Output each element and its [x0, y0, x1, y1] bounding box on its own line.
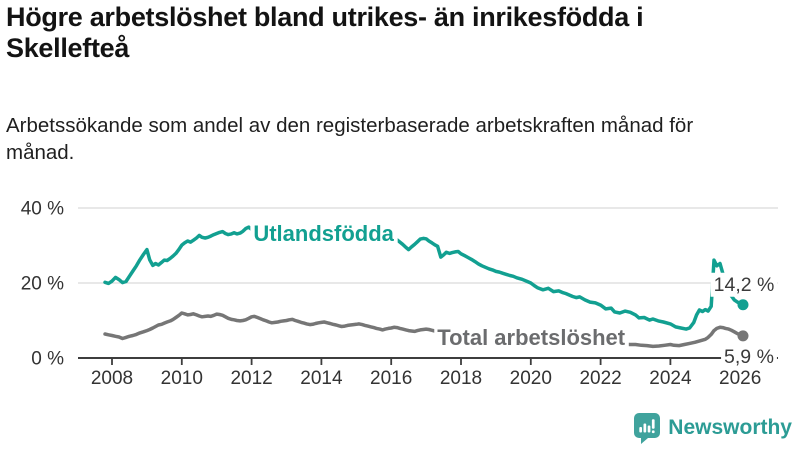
exclamation-bar: [652, 419, 655, 429]
label-halo: [250, 220, 398, 247]
label-halo: [710, 272, 778, 297]
y-tick-label: 0 %: [31, 349, 64, 370]
bar-2: [643, 423, 647, 433]
x-tick-label: 2016: [370, 368, 412, 389]
bar-3: [647, 425, 651, 433]
label-halo: [721, 344, 777, 369]
bar-1: [639, 427, 643, 433]
chart-subtitle: Arbetssökande som andel av den registerb…: [6, 114, 694, 165]
chart-title: Högre arbetslöshet bland utrikes- än inr…: [6, 2, 644, 64]
series-line-utlandsfodda: [103, 222, 745, 331]
series-label-total-arbetsloshet: Total arbetslöshet: [437, 325, 626, 350]
x-tick-label: 2024: [649, 368, 692, 389]
y-tick-label: 20 %: [21, 274, 64, 295]
label-halo: [434, 323, 629, 351]
exclamation-dot: [652, 430, 655, 434]
value-label-total-arbetsloshet: 5,9 %: [724, 346, 774, 368]
series-end-dot-utlandsfodda: [737, 299, 749, 311]
newsworthy-icon: [634, 413, 661, 444]
x-tick-label: 2022: [579, 368, 621, 389]
speech-bubble-shape: [634, 413, 661, 444]
newsworthy-logo: Newsworthy: [633, 412, 792, 444]
x-tick-label: 2026: [719, 368, 761, 389]
series-label-utlandsfodda: Utlandsfödda: [253, 221, 394, 246]
newsworthy-wordmark: Newsworthy: [668, 416, 792, 439]
x-tick-label: 2008: [91, 368, 133, 389]
y-tick-label: 40 %: [21, 199, 64, 220]
x-tick-label: 2010: [161, 368, 203, 389]
x-tick-label: 2018: [440, 368, 482, 389]
series-end-dot-total-arbetsloshet: [737, 330, 749, 342]
x-tick-label: 2020: [510, 368, 552, 389]
x-tick-label: 2012: [230, 368, 272, 389]
x-tick-label: 2014: [300, 368, 343, 389]
value-label-utlandsfodda: 14,2 %: [714, 274, 775, 296]
